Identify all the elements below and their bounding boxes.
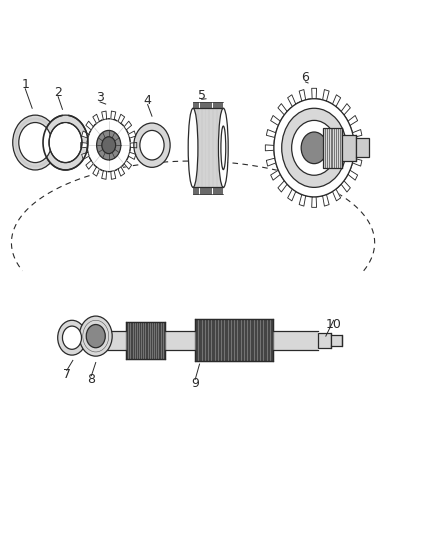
Polygon shape [288,189,296,201]
FancyBboxPatch shape [318,333,332,348]
Polygon shape [353,130,362,138]
Text: 9: 9 [191,377,199,390]
Polygon shape [332,189,341,201]
Polygon shape [266,130,276,138]
Circle shape [274,99,354,197]
Circle shape [13,115,58,170]
Polygon shape [111,171,116,179]
Polygon shape [111,111,116,119]
Circle shape [102,137,116,154]
Circle shape [58,320,86,355]
Polygon shape [299,90,306,101]
FancyBboxPatch shape [85,331,318,350]
Polygon shape [288,95,296,107]
Polygon shape [118,114,125,124]
Circle shape [49,123,82,163]
Polygon shape [128,131,136,138]
Circle shape [274,99,354,197]
Polygon shape [102,111,107,119]
Circle shape [79,316,112,356]
Polygon shape [93,114,99,124]
Polygon shape [86,160,93,169]
FancyBboxPatch shape [342,135,356,161]
Circle shape [282,108,346,188]
Circle shape [63,326,81,349]
Polygon shape [341,181,350,192]
Polygon shape [341,103,350,115]
Polygon shape [81,131,89,138]
Polygon shape [271,170,280,180]
Polygon shape [332,95,341,107]
Ellipse shape [219,108,228,188]
Text: 8: 8 [88,374,95,386]
Polygon shape [271,116,280,125]
Polygon shape [323,90,329,101]
Polygon shape [278,181,287,192]
Circle shape [19,123,52,163]
Polygon shape [128,152,136,159]
Circle shape [301,132,327,164]
Polygon shape [130,142,137,148]
Polygon shape [354,145,363,151]
FancyBboxPatch shape [195,319,273,361]
FancyBboxPatch shape [356,139,369,157]
Polygon shape [81,152,89,159]
Text: 5: 5 [198,88,206,102]
Circle shape [86,325,105,348]
Polygon shape [265,145,274,151]
Ellipse shape [221,126,226,169]
Circle shape [97,131,121,160]
Circle shape [134,123,170,167]
Polygon shape [93,167,99,176]
Polygon shape [118,167,125,176]
Text: 7: 7 [63,368,71,381]
Text: 2: 2 [54,86,62,99]
Circle shape [43,115,88,170]
Polygon shape [124,121,131,130]
Polygon shape [124,160,131,169]
Circle shape [140,131,164,160]
Polygon shape [312,197,317,207]
FancyBboxPatch shape [193,108,223,188]
Polygon shape [348,170,357,180]
FancyBboxPatch shape [87,329,104,352]
Polygon shape [312,88,317,99]
Polygon shape [348,116,357,125]
FancyBboxPatch shape [332,335,342,345]
Polygon shape [353,158,362,166]
Text: 6: 6 [301,71,309,84]
FancyBboxPatch shape [323,128,342,168]
Text: 1: 1 [21,78,29,91]
Text: 10: 10 [326,318,342,331]
FancyBboxPatch shape [126,322,165,359]
Polygon shape [278,103,287,115]
Text: 4: 4 [144,94,152,107]
Polygon shape [323,195,329,206]
Circle shape [87,119,131,172]
Polygon shape [102,171,107,179]
Polygon shape [86,121,93,130]
Circle shape [292,120,337,175]
Circle shape [87,119,131,172]
Polygon shape [299,195,306,206]
Text: 3: 3 [96,91,104,104]
Polygon shape [81,142,87,148]
Ellipse shape [188,108,198,188]
Polygon shape [266,158,276,166]
